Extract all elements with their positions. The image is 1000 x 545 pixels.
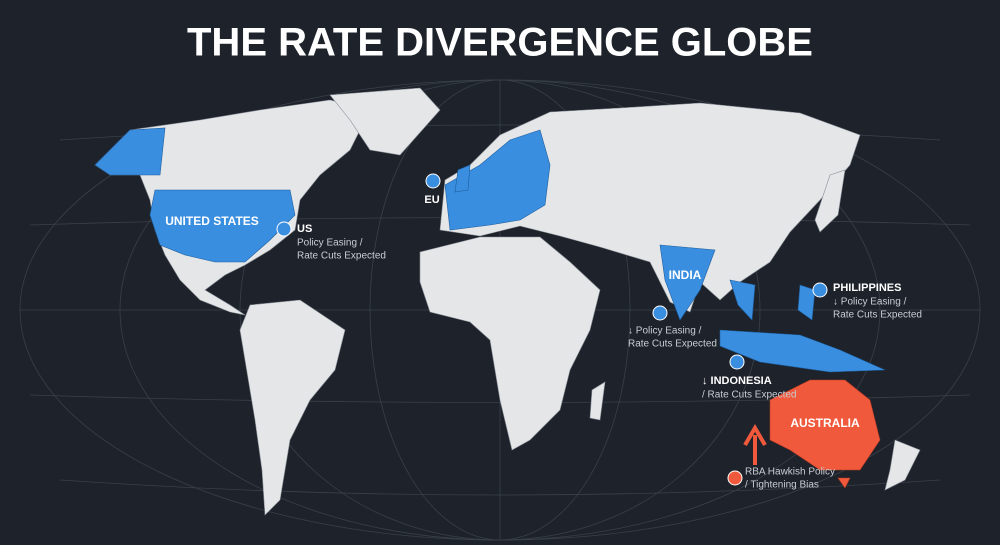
- callout-title: EU: [424, 194, 439, 206]
- callout-line: ↓ Policy Easing /: [833, 297, 907, 308]
- icon: [812, 282, 828, 298]
- callout-line: / Rate Cuts Expected: [702, 390, 797, 401]
- icon: [652, 305, 668, 321]
- callout-line: Policy Easing /: [297, 238, 363, 249]
- icon: [276, 221, 292, 237]
- title: THE RATE DIVERGENCE GLOBE: [187, 21, 813, 65]
- callout-line: ↓ Policy Easing /: [628, 326, 702, 337]
- tightening-arrow: [743, 424, 767, 465]
- callout-line: Rate Cuts Expected: [628, 339, 717, 350]
- icon: [729, 354, 745, 370]
- callout-title: PHILIPPINES: [833, 282, 901, 294]
- callout-title: ↓ INDONESIA: [702, 375, 772, 387]
- callout-line: Rate Cuts Expected: [833, 310, 922, 321]
- region-label: AUSTRALIA: [790, 416, 860, 430]
- labels: UNITED STATES INDIA AUSTRALIA US Policy Easi…: [165, 173, 922, 491]
- callout-line: / Tightening Bias: [745, 480, 819, 491]
- callout-line: Rate Cuts Expected: [297, 251, 386, 262]
- icon: [425, 173, 441, 189]
- icon: [727, 470, 743, 486]
- landmasses: [94, 87, 921, 516]
- region-label: INDIA: [669, 268, 702, 282]
- callout-line: RBA Hawkish Policy: [745, 467, 835, 478]
- region-label: UNITED STATES: [165, 214, 259, 228]
- callout-title: US: [297, 223, 312, 235]
